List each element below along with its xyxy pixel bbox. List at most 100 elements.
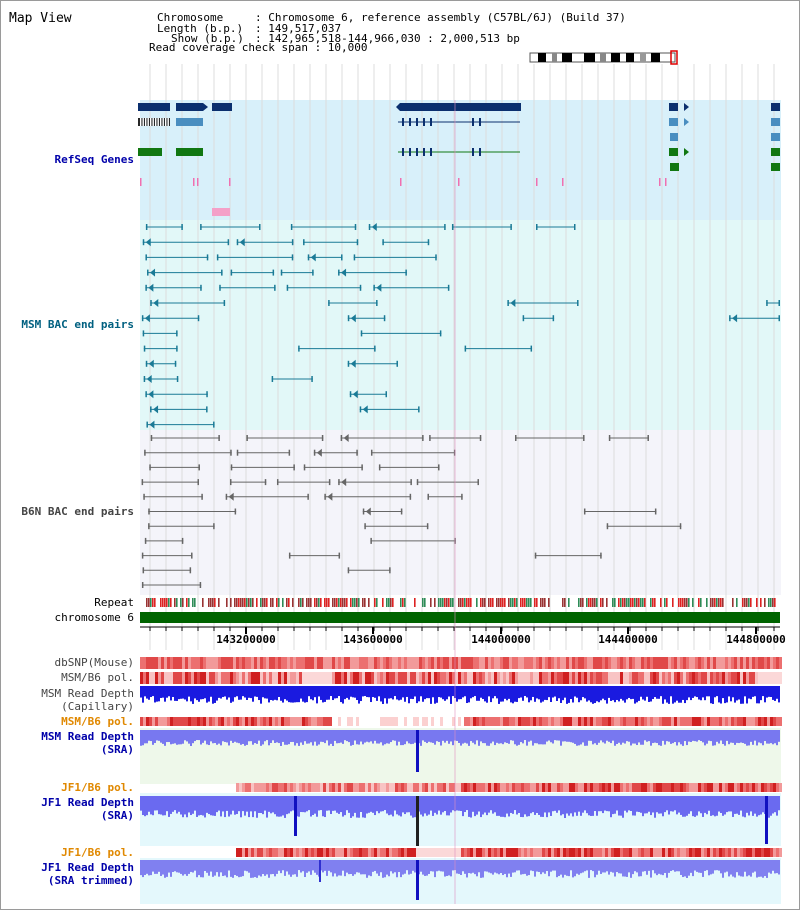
gene-feature[interactable] (176, 103, 203, 111)
gene-feature[interactable] (138, 118, 170, 126)
heat-cell (419, 672, 422, 684)
gene-feature[interactable] (669, 118, 678, 126)
depth-bar (256, 860, 258, 878)
depth-bar (536, 796, 538, 813)
read-depth-tracks[interactable] (140, 686, 780, 900)
depth-bar (654, 796, 656, 818)
heat-cell (683, 657, 686, 669)
repeat-segment (430, 598, 432, 607)
gene-feature[interactable] (771, 118, 780, 126)
gene-feature[interactable] (212, 103, 232, 111)
track-label-msm-bac[interactable]: MSM BAC end pairs (21, 318, 134, 331)
repeat-segment (192, 598, 194, 607)
msm-bac-track[interactable] (141, 223, 780, 429)
heat-cell (743, 783, 746, 792)
depth-bar (648, 796, 650, 812)
heat-cell (269, 783, 272, 792)
depth-bar (684, 796, 686, 817)
repeat-segment (212, 598, 214, 607)
heat-cell (140, 657, 143, 669)
depth-bar (434, 860, 436, 878)
repeat-segment (748, 598, 750, 607)
heat-cell (629, 783, 632, 792)
gene-feature[interactable] (138, 148, 162, 156)
track-label-msm-depth-capillary[interactable]: MSM Read Depth (41, 687, 134, 700)
depth-bar (600, 796, 602, 812)
bac-end-pair (291, 239, 294, 246)
heat-cell (386, 848, 389, 857)
heat-cell (545, 783, 548, 792)
depth-bar (394, 730, 396, 741)
heat-cell (203, 717, 206, 726)
depth-bar (354, 730, 356, 741)
gene-feature[interactable] (176, 118, 203, 126)
track-label-msm-b6-pol[interactable]: MSM/B6 pol. (61, 671, 134, 684)
repeat-track[interactable] (146, 598, 776, 607)
depth-bar (744, 730, 746, 744)
b6n-bac-track[interactable] (141, 434, 682, 588)
gene-feature[interactable] (669, 103, 678, 111)
depth-bar (366, 730, 368, 742)
depth-bar (774, 730, 776, 744)
heat-cell (770, 672, 773, 684)
gene-feature[interactable] (771, 148, 780, 156)
track-label-repeat[interactable]: Repeat (94, 596, 134, 609)
refseq-gene-track[interactable] (138, 103, 780, 216)
heat-cell (716, 783, 719, 792)
gene-feature[interactable] (670, 133, 678, 141)
depth-bar (374, 796, 376, 816)
heat-cell (539, 717, 542, 726)
gene-feature[interactable] (176, 148, 203, 156)
track-label-jf1-b6-pol-2[interactable]: JF1/B6 pol. (61, 846, 134, 859)
gene-feature[interactable] (771, 133, 780, 141)
track-label-msm-b6-pol-2[interactable]: MSM/B6 pol. (61, 715, 134, 728)
gene-feature[interactable] (771, 103, 780, 111)
depth-bar (420, 730, 422, 746)
heat-cell (308, 657, 311, 669)
heat-cell (293, 717, 296, 726)
bac-end-pair (221, 269, 223, 276)
track-label-refseq[interactable]: RefSeq Genes (55, 153, 134, 166)
depth-bar (760, 730, 762, 744)
depth-bar (582, 730, 584, 743)
depth-bar (516, 796, 518, 815)
depth-bar (730, 686, 732, 702)
gene-feature[interactable] (138, 103, 170, 111)
heat-cell (443, 783, 446, 792)
heat-cell (698, 657, 701, 669)
track-label-dbsnp[interactable]: dbSNP(Mouse) (55, 656, 134, 669)
track-label-b6n-bac[interactable]: B6N BAC end pairs (21, 505, 134, 518)
depth-bar (644, 860, 646, 872)
depth-bar (262, 686, 264, 698)
heat-cell (455, 848, 458, 857)
gene-feature[interactable] (670, 163, 679, 171)
exon-tick (472, 148, 474, 156)
gene-feature[interactable] (212, 208, 230, 216)
heat-cell (428, 657, 431, 669)
bac-end-pair (418, 406, 420, 413)
depth-bar (476, 686, 478, 701)
track-label-msm-depth-sra[interactable]: MSM Read Depth (41, 730, 134, 743)
depth-bar (772, 730, 774, 745)
track-label-jf1-depth-trimmed[interactable]: JF1 Read Depth (41, 861, 134, 874)
track-label-jf1-depth-sra[interactable]: JF1 Read Depth (41, 796, 134, 809)
depth-bar (750, 686, 752, 700)
depth-bar (442, 686, 444, 700)
bac-end-pair (291, 254, 294, 261)
gene-feature[interactable] (771, 163, 780, 171)
chromosome-ideogram[interactable] (529, 50, 678, 65)
depth-bar (386, 860, 388, 875)
heat-cell (458, 717, 461, 726)
depth-bar (722, 796, 724, 816)
depth-bar (660, 796, 662, 814)
heat-cell (653, 672, 656, 684)
repeat-segment (526, 598, 528, 607)
heat-cell (143, 717, 146, 726)
heat-cell (752, 672, 755, 684)
gene-feature[interactable] (669, 148, 678, 156)
repeat-segment (446, 598, 448, 607)
polymorphism-heat-tracks[interactable] (140, 657, 782, 857)
bac-end-pair (778, 300, 780, 306)
gene-feature[interactable] (400, 103, 521, 111)
track-label-jf1-b6-pol[interactable]: JF1/B6 pol. (61, 781, 134, 794)
